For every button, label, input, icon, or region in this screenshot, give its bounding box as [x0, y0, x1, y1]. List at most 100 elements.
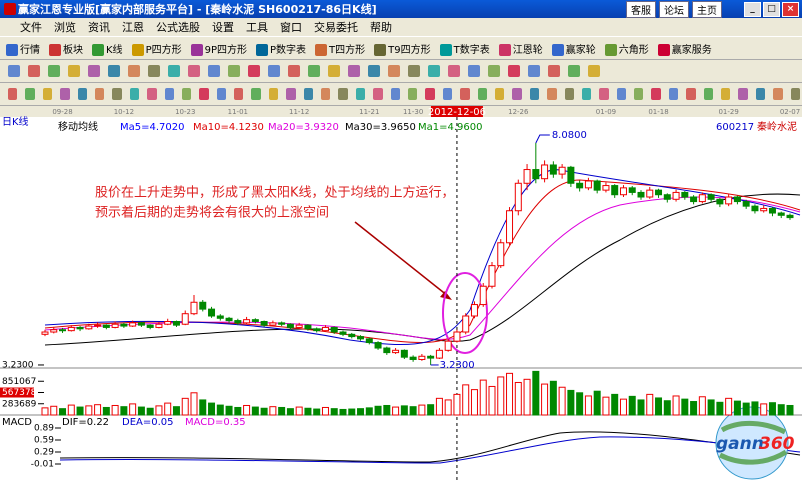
tool-icon[interactable]	[164, 88, 174, 100]
tool-icon[interactable]	[477, 88, 487, 100]
tool-icon[interactable]	[216, 88, 227, 100]
tool-icon[interactable]	[303, 88, 314, 100]
tool-icon[interactable]	[668, 88, 679, 100]
tool-icon[interactable]	[448, 65, 460, 77]
tool-icon[interactable]	[468, 65, 480, 77]
menu-item[interactable]: 文件	[20, 21, 42, 34]
tool-icon[interactable]	[129, 88, 140, 100]
tool-icon[interactable]	[651, 88, 661, 100]
tool-icon[interactable]	[28, 65, 40, 77]
toolbar-button[interactable]: P四方形	[131, 41, 182, 56]
toolbar-button[interactable]: 赢家轮	[551, 41, 596, 56]
tool-icon[interactable]	[188, 65, 200, 77]
tool-icon[interactable]	[408, 65, 420, 77]
tool-icon[interactable]	[60, 88, 70, 100]
tool-icon[interactable]	[112, 88, 122, 100]
tool-icon[interactable]	[508, 65, 520, 77]
menu-item[interactable]: 工具	[246, 21, 268, 34]
tool-icon[interactable]	[703, 88, 714, 100]
tool-icon[interactable]	[8, 65, 20, 77]
menu-item[interactable]: 交易委托	[314, 21, 358, 34]
tool-icon[interactable]	[581, 88, 592, 100]
tool-icon[interactable]	[88, 65, 100, 77]
tool-icon[interactable]	[251, 88, 261, 100]
tool-icon[interactable]	[512, 88, 522, 100]
tool-icon[interactable]	[268, 88, 279, 100]
tool-icon[interactable]	[42, 88, 53, 100]
tool-icon[interactable]	[588, 65, 600, 77]
tool-icon[interactable]	[248, 65, 260, 77]
toolbar-button[interactable]: T四方形	[315, 41, 365, 56]
tool-icon[interactable]	[634, 88, 644, 100]
tool-icon[interactable]	[48, 65, 60, 77]
toolbar-button[interactable]: T9四方形	[374, 41, 431, 56]
tool-icon[interactable]	[68, 65, 80, 77]
tool-icon[interactable]	[568, 65, 580, 77]
tool-icon[interactable]	[308, 65, 320, 77]
tool-icon[interactable]	[790, 88, 800, 100]
tool-icon[interactable]	[199, 88, 209, 100]
window-button[interactable]: 论坛	[659, 0, 689, 18]
tool-icon[interactable]	[147, 88, 157, 100]
toolbar-button[interactable]: 江恩轮	[498, 41, 543, 56]
tool-icon[interactable]	[721, 88, 731, 100]
tool-icon[interactable]	[388, 65, 400, 77]
tool-icon[interactable]	[442, 88, 453, 100]
menu-item[interactable]: 资讯	[88, 21, 110, 34]
tool-icon[interactable]	[338, 88, 348, 100]
toolbar-button[interactable]: K线	[92, 41, 123, 56]
tool-icon[interactable]	[390, 88, 400, 100]
tool-icon[interactable]	[181, 88, 192, 100]
tool-icon[interactable]	[547, 88, 557, 100]
minimize[interactable]: _	[744, 1, 761, 17]
toolbar-button[interactable]: 六角形	[604, 41, 649, 56]
menu-item[interactable]: 江恩	[122, 21, 144, 34]
tool-icon[interactable]	[77, 88, 87, 100]
tool-icon[interactable]	[528, 65, 540, 77]
close[interactable]: ×	[782, 1, 799, 17]
tool-icon[interactable]	[128, 65, 140, 77]
tool-icon[interactable]	[425, 88, 435, 100]
tool-icon[interactable]	[286, 88, 296, 100]
tool-icon[interactable]	[94, 88, 105, 100]
tool-icon[interactable]	[529, 88, 540, 100]
menu-item[interactable]: 窗口	[280, 21, 302, 34]
tool-icon[interactable]	[328, 65, 340, 77]
tool-icon[interactable]	[564, 88, 574, 100]
toolbar-button[interactable]: 9P四方形	[190, 41, 247, 56]
toolbar-button[interactable]: 板块	[49, 41, 83, 56]
tool-icon[interactable]	[428, 65, 440, 77]
tool-icon[interactable]	[321, 88, 331, 100]
tool-icon[interactable]	[228, 65, 240, 77]
tool-icon[interactable]	[288, 65, 300, 77]
tool-icon[interactable]	[773, 88, 783, 100]
tool-icon[interactable]	[616, 88, 627, 100]
tool-icon[interactable]	[368, 65, 380, 77]
tool-icon[interactable]	[755, 88, 766, 100]
tool-icon[interactable]	[8, 88, 18, 100]
tool-icon[interactable]	[355, 88, 366, 100]
toolbar-button[interactable]: 赢家服务	[657, 41, 712, 56]
tool-icon[interactable]	[373, 88, 383, 100]
tool-icon[interactable]	[494, 88, 505, 100]
menu-item[interactable]: 设置	[212, 21, 234, 34]
tool-icon[interactable]	[599, 88, 609, 100]
tool-icon[interactable]	[686, 88, 696, 100]
tool-icon[interactable]	[168, 65, 180, 77]
tool-icon[interactable]	[268, 65, 280, 77]
menu-item[interactable]: 浏览	[54, 21, 76, 34]
tool-icon[interactable]	[148, 65, 160, 77]
menu-item[interactable]: 帮助	[370, 21, 392, 34]
tool-icon[interactable]	[25, 88, 35, 100]
toolbar-button[interactable]: 行情	[6, 41, 40, 56]
tool-icon[interactable]	[407, 88, 418, 100]
tool-icon[interactable]	[234, 88, 244, 100]
window-button[interactable]: 主页	[692, 0, 722, 18]
toolbar-button[interactable]: T数字表	[439, 41, 490, 56]
tool-icon[interactable]	[108, 65, 120, 77]
tool-icon[interactable]	[488, 65, 500, 77]
tool-icon[interactable]	[348, 65, 360, 77]
tool-icon[interactable]	[460, 88, 470, 100]
menu-item[interactable]: 公式选股	[156, 21, 200, 34]
tool-icon[interactable]	[738, 88, 748, 100]
